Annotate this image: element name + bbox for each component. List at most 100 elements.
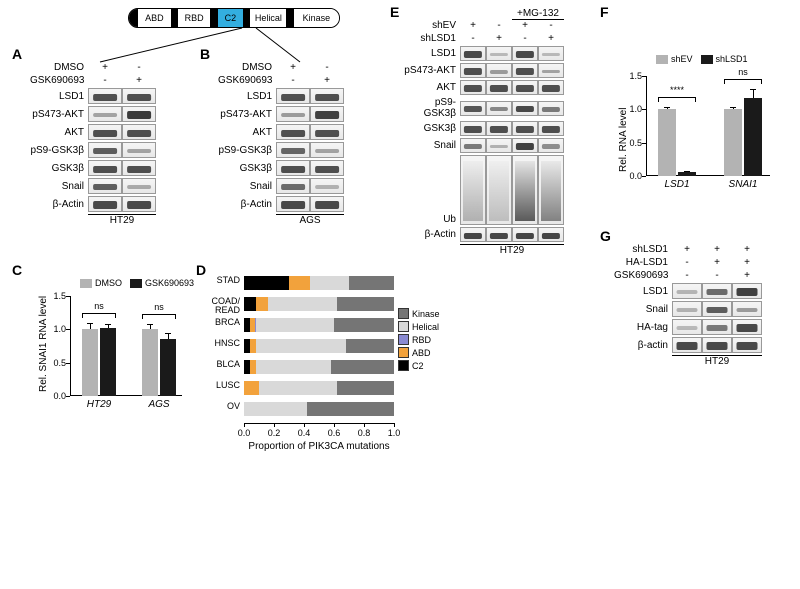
blot-band: [542, 70, 560, 74]
ub-lane: [486, 155, 512, 225]
x-tick: [334, 423, 335, 427]
blot-lane: [486, 46, 512, 61]
condition-label: shLSD1: [614, 244, 672, 255]
blot-lane: [310, 124, 344, 140]
cell-line-label: HT29: [460, 244, 564, 256]
blot-lane: [486, 138, 512, 153]
blot-lane: [538, 227, 564, 242]
blot-lane: [122, 196, 156, 212]
x-tick-label: 0.0: [234, 428, 254, 438]
blot-lane: [732, 301, 762, 317]
bar: [160, 339, 176, 396]
stack-seg-ABD: [289, 276, 310, 290]
blot-lane: [88, 88, 122, 104]
legend-text: GSK690693: [145, 278, 194, 288]
blot-lane: [460, 80, 486, 95]
stack-seg-Kinase: [307, 402, 394, 416]
blot-lane: [310, 106, 344, 122]
blot-band: [516, 51, 534, 57]
stack-seg-Helical: [256, 360, 331, 374]
stack-seg-Helical: [259, 381, 337, 395]
blot-lane: [122, 142, 156, 158]
blot-lane: [88, 196, 122, 212]
error-cap: [165, 333, 171, 334]
condition-mark: +: [486, 33, 512, 44]
y-tick-label: 1.5: [48, 291, 66, 301]
blot-row-label: β-actin: [614, 340, 672, 351]
stack-seg-Kinase: [337, 381, 394, 395]
blot-lane: [538, 138, 564, 153]
y-tick-label: 0.0: [48, 391, 66, 401]
cancer-label: BRCA: [202, 318, 240, 327]
x-tick: [274, 423, 275, 427]
blot-row-label: Snail: [218, 181, 276, 192]
panel-label-a: A: [12, 46, 22, 62]
condition-label: GSK690693: [614, 270, 672, 281]
legend-item: RBD: [398, 334, 440, 345]
blot-lane: [512, 46, 538, 61]
blot-band: [315, 166, 339, 173]
domain-seg-Helical: Helical: [250, 9, 286, 27]
blot-band: [315, 185, 339, 189]
ub-lane: [538, 155, 564, 225]
condition-label: HA-LSD1: [614, 257, 672, 268]
blot-band: [315, 130, 339, 137]
stack-seg-Kinase: [337, 297, 394, 311]
blot-band: [737, 324, 758, 331]
ub-smear: [515, 161, 534, 221]
blot-band: [281, 184, 305, 190]
legend-item: ABD: [398, 347, 440, 358]
sig-bracket: [724, 79, 762, 84]
blot-band: [127, 149, 151, 153]
blot-row-label: pS9-GSK3β: [218, 145, 276, 156]
blot-band: [490, 126, 508, 132]
blot-band: [516, 68, 534, 74]
legend-swatch: [701, 55, 713, 64]
group-label: SNAI1: [724, 179, 762, 190]
blot-row-label: pS9-GSK3β: [404, 97, 460, 119]
stack-seg-Helical: [244, 402, 307, 416]
blot-row-label: AKT: [218, 127, 276, 138]
domain-seg-linker: [129, 9, 138, 27]
blot-band: [281, 94, 305, 101]
mg132-label: +MG-132: [512, 8, 564, 20]
blot-lane: [538, 101, 564, 116]
blot-lane: [122, 88, 156, 104]
blot-band: [542, 233, 560, 239]
blot-band: [464, 106, 482, 112]
stack-seg-Helical: [268, 297, 337, 311]
blot-lane: [486, 63, 512, 78]
legend-swatch: [398, 321, 409, 332]
blot-band: [542, 85, 560, 91]
blot-lane: [702, 283, 732, 299]
blot-row-label: LSD1: [614, 286, 672, 297]
y-tick: [642, 176, 646, 177]
condition-mark: +: [460, 20, 486, 31]
blot-band: [737, 342, 758, 349]
condition-mark: +: [276, 62, 310, 73]
blot-row-label: β-Actin: [30, 199, 88, 210]
x-tick: [304, 423, 305, 427]
stack-seg-Kinase: [349, 276, 394, 290]
blot-row-label: Snail: [614, 304, 672, 315]
blot-lane: [88, 106, 122, 122]
blot-band: [490, 70, 508, 74]
legend-swatch: [656, 55, 668, 64]
blot-lane: [538, 46, 564, 61]
blot-lane: [460, 46, 486, 61]
y-axis-label: Rel. SNAI1 RNA level: [38, 296, 49, 392]
blot-band: [516, 233, 534, 239]
blot-lane: [702, 319, 732, 335]
blot-lane: [310, 196, 344, 212]
blot-band: [464, 144, 482, 149]
blot-lane: [88, 178, 122, 194]
blot-lane: [122, 178, 156, 194]
blot-lane: [310, 160, 344, 176]
blot-band: [677, 326, 698, 329]
cancer-label: STAD: [202, 276, 240, 285]
blot-band: [93, 148, 117, 155]
condition-mark: -: [512, 33, 538, 44]
panel-g-blot: shLSD1+++HA-LSD1-++GSK690693--+LSD1Snail…: [614, 244, 762, 367]
blot-row-label: pS473-AKT: [30, 109, 88, 120]
blot-band: [93, 184, 117, 191]
